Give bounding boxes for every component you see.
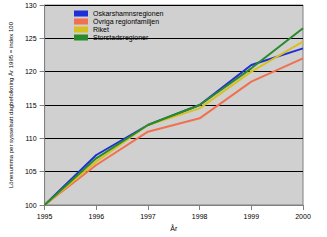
svg-text:2000: 2000 — [295, 213, 311, 220]
svg-text:Storstadsregioner: Storstadsregioner — [93, 34, 149, 42]
svg-text:Riket: Riket — [93, 26, 109, 33]
svg-text:125: 125 — [25, 35, 37, 42]
svg-text:120: 120 — [25, 68, 37, 75]
svg-text:100: 100 — [25, 202, 37, 209]
svg-text:1996: 1996 — [88, 213, 104, 220]
svg-text:110: 110 — [25, 135, 36, 142]
svg-text:1997: 1997 — [140, 213, 156, 220]
svg-text:1998: 1998 — [192, 213, 208, 220]
svg-text:Övriga regionfamiljen: Övriga regionfamiljen — [93, 18, 159, 26]
svg-text:Oskarshamnsregionen: Oskarshamnsregionen — [93, 10, 164, 18]
svg-text:År: År — [170, 224, 178, 232]
svg-text:115: 115 — [25, 102, 36, 109]
svg-text:Lönesumma per sysselsatt dagbe: Lönesumma per sysselsatt dagbefolkning Å… — [8, 21, 14, 188]
svg-text:105: 105 — [25, 168, 37, 175]
svg-text:1995: 1995 — [37, 213, 53, 220]
svg-text:1999: 1999 — [244, 213, 260, 220]
svg-text:130: 130 — [25, 2, 37, 9]
